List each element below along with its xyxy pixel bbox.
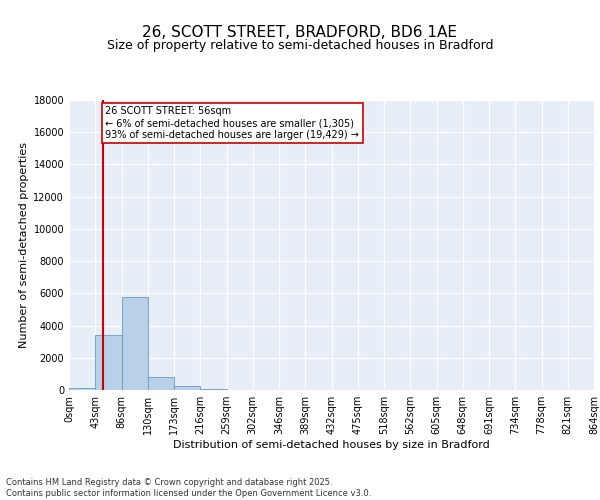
Text: 26 SCOTT STREET: 56sqm
← 6% of semi-detached houses are smaller (1,305)
93% of s: 26 SCOTT STREET: 56sqm ← 6% of semi-deta…	[105, 106, 359, 140]
Bar	[200, 388, 227, 390]
Bar	[69, 388, 95, 390]
Bar	[174, 386, 200, 390]
Text: Contains HM Land Registry data © Crown copyright and database right 2025.
Contai: Contains HM Land Registry data © Crown c…	[6, 478, 371, 498]
Text: 26, SCOTT STREET, BRADFORD, BD6 1AE: 26, SCOTT STREET, BRADFORD, BD6 1AE	[143, 25, 458, 40]
Bar	[148, 377, 174, 390]
Y-axis label: Number of semi-detached properties: Number of semi-detached properties	[19, 142, 29, 348]
Bar	[121, 296, 148, 390]
X-axis label: Distribution of semi-detached houses by size in Bradford: Distribution of semi-detached houses by …	[173, 440, 490, 450]
Text: Size of property relative to semi-detached houses in Bradford: Size of property relative to semi-detach…	[107, 38, 493, 52]
Bar	[95, 335, 121, 390]
